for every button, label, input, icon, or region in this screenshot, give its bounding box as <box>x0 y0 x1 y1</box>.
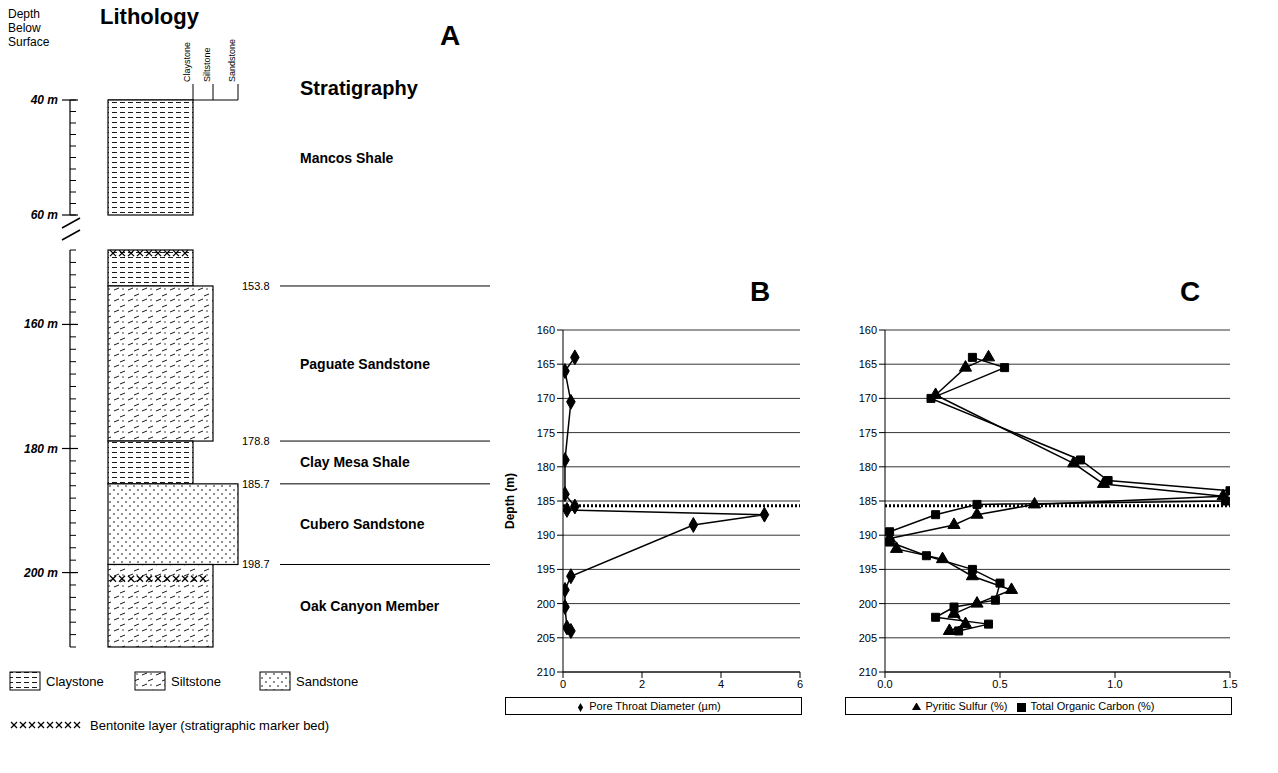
html-text:B: B <box>750 276 771 307</box>
svg-text:Surface: Surface <box>8 35 50 49</box>
svg-text:Paguate Sandstone: Paguate Sandstone <box>300 356 430 372</box>
svg-text:Claystone: Claystone <box>46 674 104 689</box>
svg-text:0.5: 0.5 <box>992 678 1007 690</box>
svg-text:175: 175 <box>859 427 877 439</box>
svg-text:185: 185 <box>859 495 877 507</box>
svg-text:0: 0 <box>560 678 566 690</box>
svg-text:Lithology: Lithology <box>100 4 200 29</box>
svg-text:153.8: 153.8 <box>242 280 270 292</box>
svg-text:Stratigraphy: Stratigraphy <box>300 77 419 99</box>
svg-text:160: 160 <box>537 324 555 336</box>
svg-text:170: 170 <box>859 392 877 404</box>
html-text:Pore Throat Diameter (µm): Pore Throat Diameter (µm) <box>589 700 721 712</box>
svg-text:190: 190 <box>537 529 555 541</box>
svg-text:1.5: 1.5 <box>1222 678 1237 690</box>
svg-text:200: 200 <box>537 598 555 610</box>
svg-text:180 m: 180 m <box>24 442 58 456</box>
svg-text:Sandstone: Sandstone <box>227 39 237 82</box>
svg-text:198.7: 198.7 <box>242 558 270 570</box>
svg-text:6: 6 <box>797 678 803 690</box>
svg-text:200 m: 200 m <box>23 566 58 580</box>
html-text:Total Organic Carbon (%): Total Organic Carbon (%) <box>1030 700 1155 712</box>
svg-text:205: 205 <box>537 632 555 644</box>
svg-text:185.7: 185.7 <box>242 478 270 490</box>
svg-text:165: 165 <box>537 358 555 370</box>
svg-text:Claystone: Claystone <box>182 42 192 82</box>
svg-text:210: 210 <box>537 666 555 678</box>
svg-text:40 m: 40 m <box>30 93 59 107</box>
html-text:Pyritic Sulfur (%): Pyritic Sulfur (%) <box>925 700 1008 712</box>
svg-text:160 m: 160 m <box>24 317 58 331</box>
svg-text:A: A <box>440 20 460 51</box>
svg-text:165: 165 <box>859 358 877 370</box>
svg-text:Below: Below <box>8 21 41 35</box>
svg-text:Depth (m): Depth (m) <box>503 473 517 529</box>
svg-text:195: 195 <box>537 563 555 575</box>
svg-text:185: 185 <box>537 495 555 507</box>
svg-text:210: 210 <box>859 666 877 678</box>
html-text:C: C <box>1180 276 1201 307</box>
svg-text:Depth: Depth <box>8 7 40 21</box>
svg-text:0.0: 0.0 <box>877 678 892 690</box>
svg-text:180: 180 <box>859 461 877 473</box>
svg-text:175: 175 <box>537 427 555 439</box>
svg-text:Siltstone: Siltstone <box>202 47 212 82</box>
svg-text:Bentonite layer (stratigraphic: Bentonite layer (stratigraphic marker be… <box>90 718 329 733</box>
svg-text:180: 180 <box>537 461 555 473</box>
svg-text:205: 205 <box>859 632 877 644</box>
svg-text:Clay Mesa Shale: Clay Mesa Shale <box>300 454 410 470</box>
svg-text:190: 190 <box>859 529 877 541</box>
svg-text:2: 2 <box>639 678 645 690</box>
svg-text:1.0: 1.0 <box>1107 678 1122 690</box>
svg-text:Mancos Shale: Mancos Shale <box>300 150 394 166</box>
svg-text:4: 4 <box>718 678 724 690</box>
svg-text:200: 200 <box>859 598 877 610</box>
svg-text:170: 170 <box>537 392 555 404</box>
svg-text:Cubero Sandstone: Cubero Sandstone <box>300 516 425 532</box>
svg-text:178.8: 178.8 <box>242 435 270 447</box>
svg-text:Oak Canyon Member: Oak Canyon Member <box>300 598 440 614</box>
svg-text:Sandstone: Sandstone <box>296 674 358 689</box>
svg-text:60 m: 60 m <box>31 208 59 222</box>
svg-text:160: 160 <box>859 324 877 336</box>
svg-text:195: 195 <box>859 563 877 575</box>
svg-text:Siltstone: Siltstone <box>171 674 221 689</box>
